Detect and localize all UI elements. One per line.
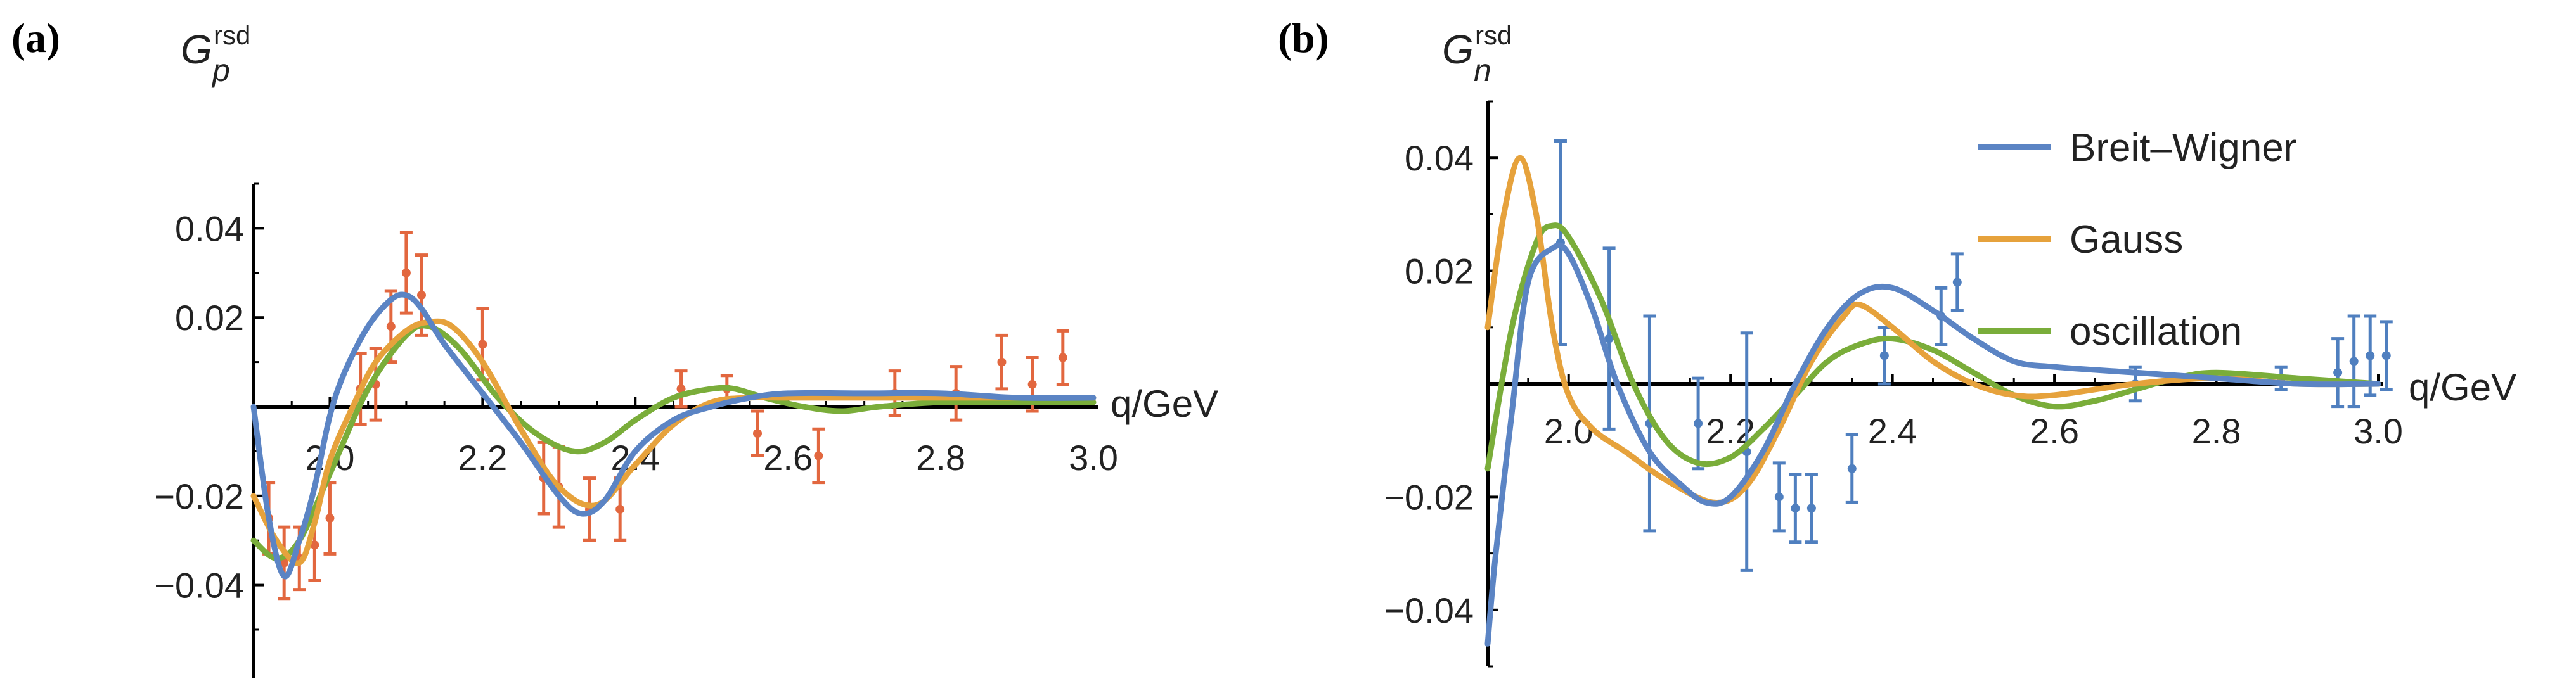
y-tick-label: −0.04 bbox=[154, 566, 244, 606]
legend: Breit–Wigner Gauss oscillation bbox=[1978, 126, 2296, 353]
series-oscillation-line bbox=[1484, 222, 2381, 472]
legend-label: oscillation bbox=[2070, 310, 2242, 353]
data-marker bbox=[1027, 379, 1037, 389]
data-point bbox=[751, 409, 764, 457]
y-tick-label: 0.02 bbox=[1405, 251, 1474, 291]
x-tick-label: 2.2 bbox=[458, 438, 507, 478]
data-marker bbox=[2381, 351, 2391, 360]
y-axis-label: G bbox=[181, 27, 212, 72]
y-tick-label: 0.04 bbox=[175, 208, 244, 248]
data-point bbox=[1772, 461, 1786, 533]
x-tick-label: 2.8 bbox=[916, 438, 965, 478]
data-marker bbox=[1694, 419, 1703, 428]
series-breit-wigner-line bbox=[1484, 242, 2381, 647]
data-point bbox=[1056, 329, 1069, 386]
x-tick-label: 2.4 bbox=[1868, 411, 1917, 451]
series-gauss-line bbox=[1484, 155, 2381, 506]
y-tick-label: 0.04 bbox=[1405, 138, 1474, 178]
data-marker bbox=[1604, 334, 1614, 343]
data-marker bbox=[401, 268, 411, 277]
data-point bbox=[812, 427, 825, 485]
data-point bbox=[2347, 314, 2360, 409]
x-tick-label: 2.6 bbox=[2030, 411, 2079, 451]
panel-label: (a) bbox=[11, 15, 60, 61]
data-marker bbox=[1058, 353, 1067, 362]
data-marker bbox=[814, 451, 823, 461]
data-point bbox=[674, 369, 688, 409]
data-point bbox=[323, 481, 337, 556]
y-tick-label: −0.04 bbox=[1384, 590, 1474, 630]
series-breit-wigner-line bbox=[250, 291, 1097, 580]
data-point bbox=[1845, 433, 1858, 504]
data-point bbox=[1789, 473, 1802, 544]
data-point bbox=[1643, 314, 1656, 533]
data-marker bbox=[1774, 492, 1784, 502]
data-marker bbox=[2366, 351, 2375, 360]
y-tick-label: −0.02 bbox=[1384, 477, 1474, 517]
y-tick-label: −0.02 bbox=[154, 476, 244, 516]
legend-label: Gauss bbox=[2070, 218, 2183, 262]
data-point bbox=[1740, 331, 1753, 572]
data-marker bbox=[325, 514, 335, 523]
data-marker bbox=[615, 504, 625, 514]
data-point bbox=[1692, 376, 1705, 471]
data-marker bbox=[280, 558, 289, 568]
x-axis-label: q/GeV bbox=[1111, 383, 1218, 425]
data-point bbox=[1950, 252, 1964, 312]
x-axis-label: q/GeV bbox=[2409, 366, 2516, 409]
x-tick-label: 3.0 bbox=[2354, 411, 2403, 451]
data-marker bbox=[2333, 368, 2343, 378]
series-oscillation-line bbox=[250, 322, 1097, 561]
x-tick-label: 2.0 bbox=[1544, 411, 1594, 451]
data-point bbox=[1602, 246, 1616, 431]
data-marker bbox=[753, 429, 762, 438]
data-marker bbox=[2349, 357, 2359, 366]
y-tick-label: 0.02 bbox=[175, 298, 244, 338]
data-marker bbox=[1791, 504, 1800, 513]
data-marker bbox=[1879, 351, 1889, 360]
panel-label: (b) bbox=[1278, 15, 1329, 61]
data-point bbox=[995, 333, 1008, 391]
data-marker bbox=[676, 384, 686, 393]
data-point bbox=[2380, 320, 2393, 391]
y-axis-label-sub: p bbox=[211, 53, 230, 88]
data-point bbox=[2331, 337, 2345, 409]
y-axis-label-sub: n bbox=[1474, 53, 1491, 88]
data-marker bbox=[1847, 464, 1857, 473]
data-marker bbox=[478, 340, 487, 349]
x-tick-label: 2.6 bbox=[763, 438, 813, 478]
series-gauss-line bbox=[250, 318, 1097, 566]
data-marker bbox=[1952, 277, 1962, 287]
data-point bbox=[399, 231, 413, 315]
data-point bbox=[278, 525, 291, 601]
x-tick-label: 3.0 bbox=[1069, 438, 1118, 478]
data-marker bbox=[386, 322, 396, 331]
y-axis-label-sup: rsd bbox=[214, 20, 250, 50]
x-tick-label: 2.8 bbox=[2192, 411, 2241, 451]
data-marker bbox=[1806, 504, 1816, 513]
data-marker bbox=[997, 357, 1007, 367]
data-point bbox=[1805, 473, 1818, 544]
y-axis-label-sup: rsd bbox=[1475, 20, 1512, 50]
legend-label: Breit–Wigner bbox=[2070, 126, 2296, 170]
data-marker bbox=[417, 291, 426, 300]
data-marker bbox=[310, 540, 319, 550]
y-axis-label: G bbox=[1442, 27, 1474, 72]
data-point bbox=[476, 307, 489, 382]
